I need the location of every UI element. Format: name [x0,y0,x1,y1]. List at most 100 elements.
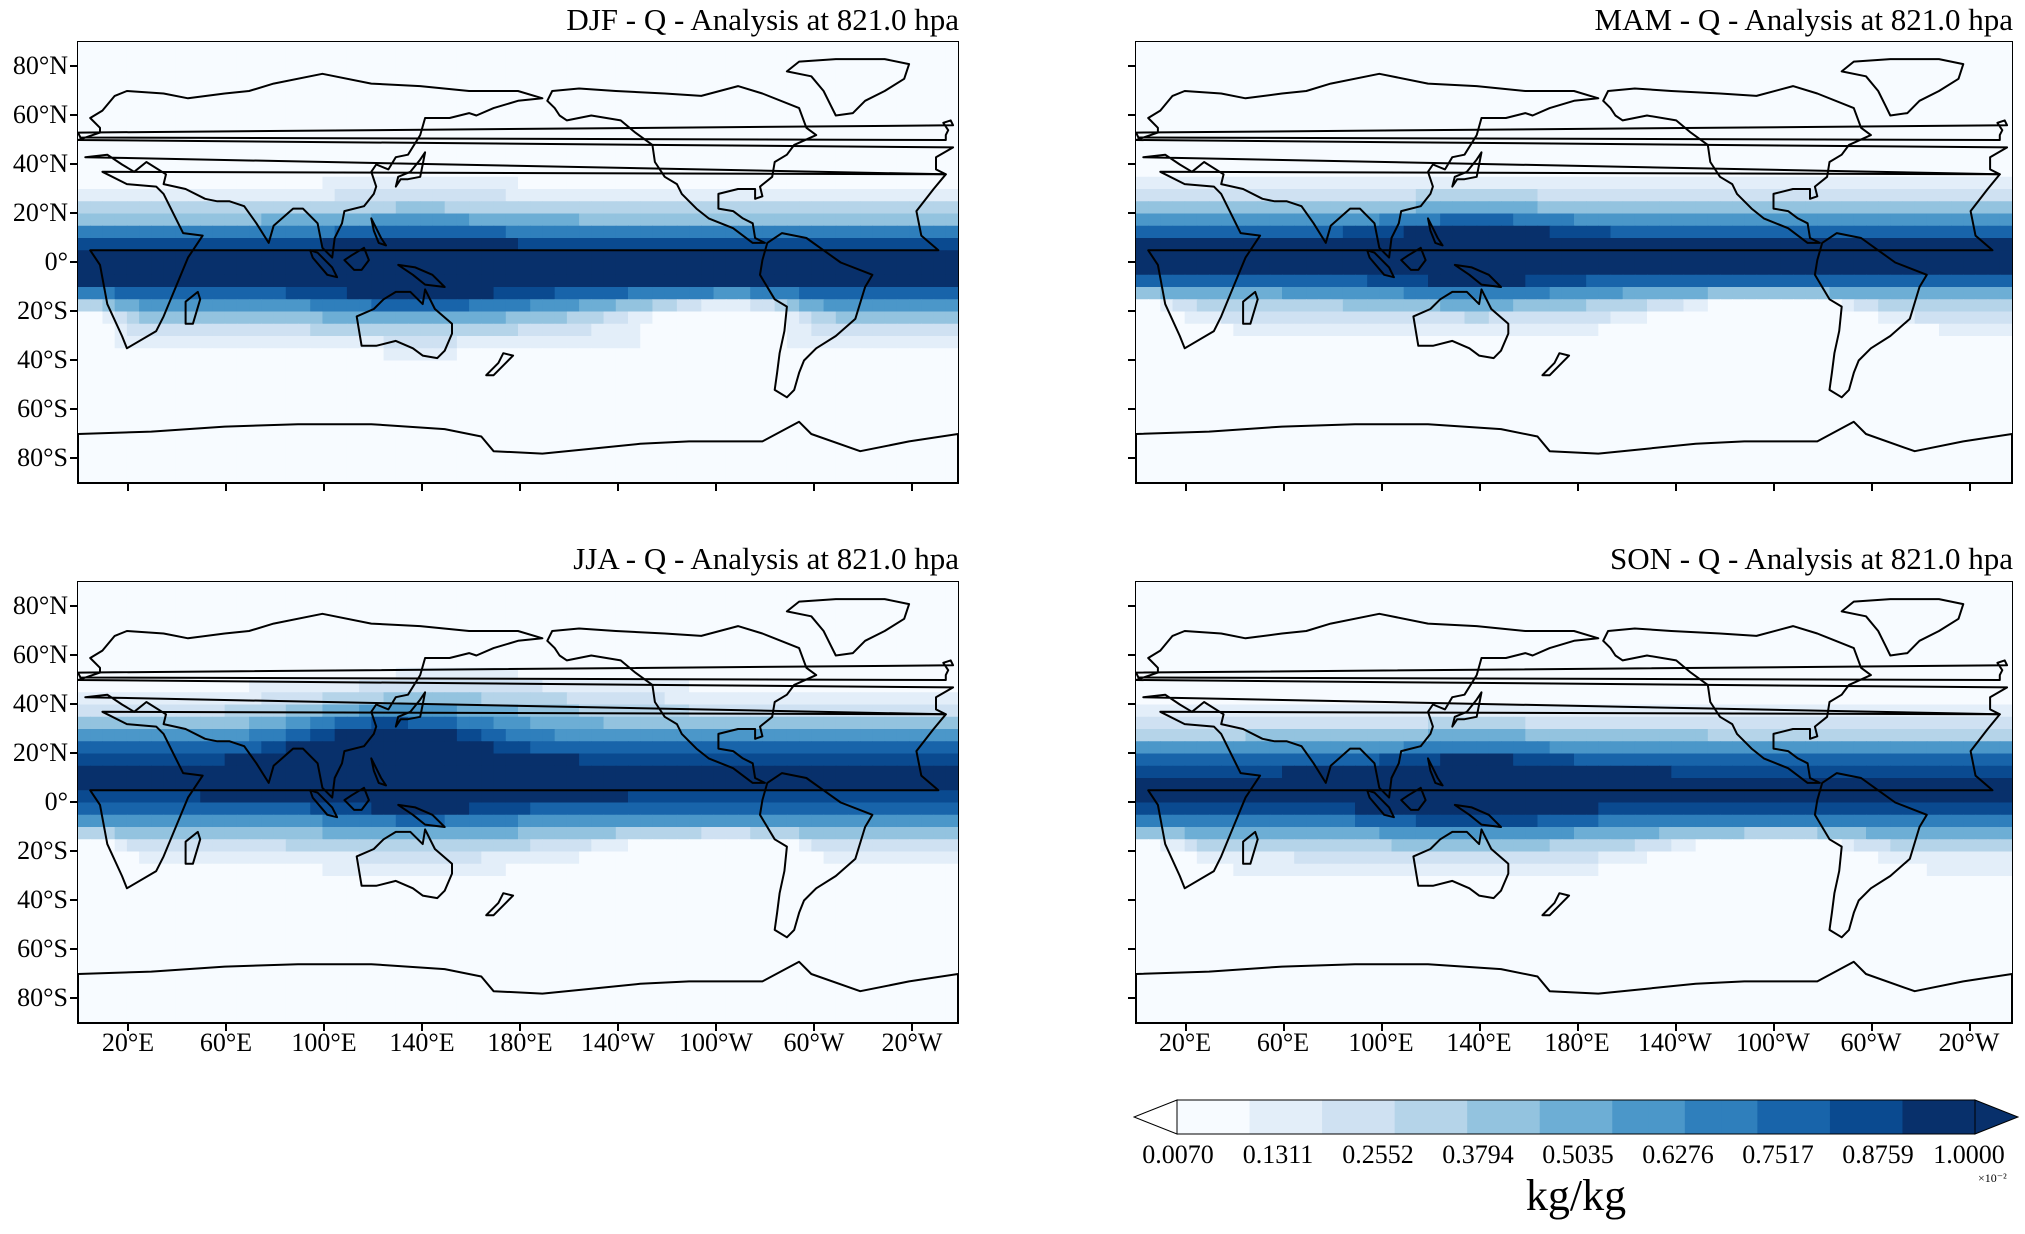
humidity-cell [1209,336,1222,349]
humidity-cell [1221,213,1234,227]
humidity-cell [1695,311,1709,325]
humidity-cell [1549,42,1563,55]
humidity-cell [1999,385,2012,398]
humidity-cell [933,54,947,68]
humidity-cell [505,250,519,264]
humidity-cell [212,262,226,276]
humidity-cell [481,127,495,141]
humidity-cell [420,446,434,460]
humidity-cell [1464,115,1478,129]
humidity-cell [1939,189,1952,202]
humidity-cell [811,348,825,362]
humidity-cell [738,238,751,251]
humidity-cell [1233,336,1247,349]
humidity-cell [579,189,592,202]
humidity-cell [1695,225,1709,239]
humidity-cell [456,372,470,386]
humidity-cell [554,225,568,239]
humidity-cell [1707,140,1721,153]
humidity-cell [1501,421,1514,435]
humidity-cell [505,287,519,300]
humidity-cell [1707,213,1721,227]
humidity-cell [542,397,556,411]
humidity-cell [615,446,629,460]
humidity-cell [1452,225,1466,239]
humidity-cell [444,54,458,68]
humidity-cell [1780,336,1794,349]
humidity-cell [1196,250,1210,264]
humidity-cell [1282,115,1295,129]
humidity-cell [860,434,874,447]
humidity-cell [909,287,922,300]
humidity-cell [896,238,910,251]
humidity-cell [566,42,580,55]
humidity-cell [322,299,336,313]
humidity-cell [1136,189,1149,202]
humidity-cell [151,250,165,264]
humidity-cell [615,348,629,362]
humidity-cell [1756,66,1770,80]
humidity-cell [835,311,849,325]
humidity-cell [799,385,812,398]
humidity-cell [1269,348,1283,362]
humidity-cell [799,470,812,483]
humidity-cell [786,238,800,251]
humidity-cell [1221,140,1234,153]
humidity-cell [591,385,605,398]
humidity-cell [310,434,324,447]
humidity-cell [1817,54,1831,68]
humidity-cell [1501,201,1514,215]
humidity-cell [1914,360,1928,374]
humidity-cell [432,262,446,276]
humidity-cell [945,78,958,92]
humidity-cell [1330,42,1344,55]
humidity-cell [163,397,177,411]
humidity-cell [1391,238,1405,251]
humidity-cell [884,323,898,337]
humidity-cell [884,409,898,423]
humidity-cell [1610,189,1624,202]
humidity-cell [1805,372,1818,386]
humidity-cell [1257,66,1271,80]
humidity-cell [261,176,275,190]
humidity-cell [1963,127,1977,141]
humidity-cell [566,336,580,349]
humidity-cell [1999,103,2012,117]
humidity-cell [1720,262,1733,276]
humidity-cell [848,470,861,483]
humidity-cell [1768,115,1782,129]
humidity-cell [872,458,886,472]
humidity-cell [530,54,544,68]
humidity-cell [1866,323,1879,337]
humidity-cell [1817,189,1831,202]
humidity-cell [1914,299,1928,313]
humidity-cell [1707,299,1721,313]
humidity-cell [1744,152,1758,166]
humidity-cell [1610,262,1624,276]
humidity-cell [1136,152,1149,166]
humidity-cell [1282,397,1295,411]
humidity-cell [1890,360,1904,374]
humidity-cell [628,299,641,313]
humidity-cell [1196,397,1210,411]
humidity-cell [444,458,458,472]
humidity-cell [530,421,544,435]
humidity-cell [1184,189,1198,202]
humidity-cell [322,372,336,386]
humidity-cell [371,397,385,411]
humidity-cell [1756,250,1770,264]
humidity-cell [1561,140,1575,153]
humidity-cell [1525,66,1539,80]
humidity-cell [236,176,250,190]
humidity-cell [1306,434,1320,447]
humidity-cell [1318,336,1332,349]
humidity-cell [1391,189,1405,202]
humidity-cell [249,311,262,325]
humidity-cell [236,189,250,202]
humidity-cell [909,470,922,483]
humidity-cell [346,42,360,55]
humidity-cell [1367,140,1380,153]
humidity-cell [1415,372,1429,386]
humidity-cell [1428,385,1441,398]
humidity-cell [1391,434,1405,447]
